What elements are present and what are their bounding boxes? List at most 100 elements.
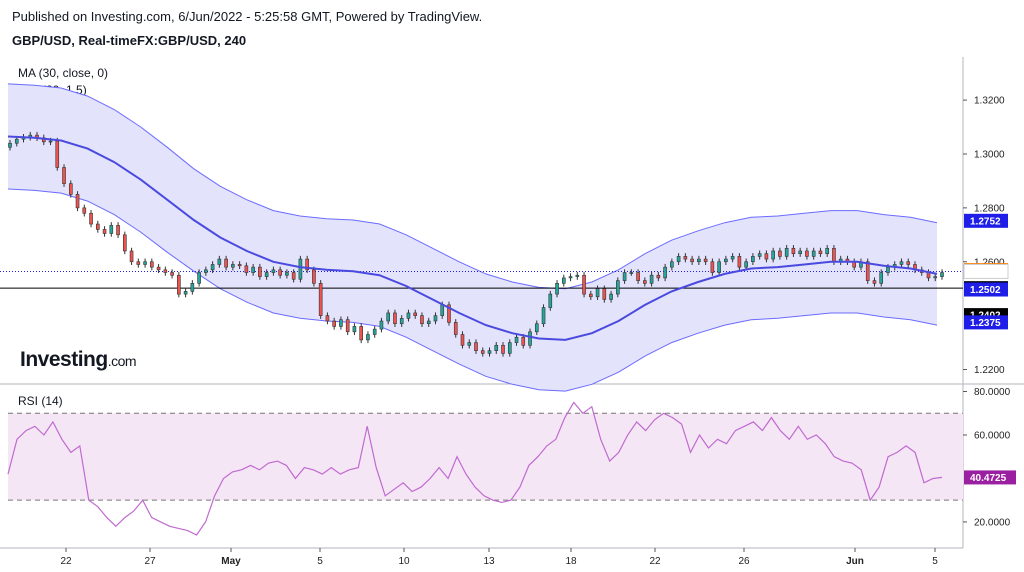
candle xyxy=(413,309,418,319)
candle xyxy=(75,191,80,212)
candle-body xyxy=(8,142,12,148)
candle xyxy=(690,255,694,265)
candle xyxy=(940,269,944,280)
candle xyxy=(710,258,715,276)
candle-body xyxy=(582,274,586,295)
candle xyxy=(204,266,208,276)
candle-body xyxy=(629,272,634,274)
price-tick-label: 1.2200 xyxy=(974,365,1005,376)
candle-body xyxy=(14,138,19,144)
candle-body xyxy=(568,276,573,279)
candle-body xyxy=(190,283,195,292)
candle xyxy=(724,255,728,265)
candle xyxy=(264,269,269,280)
candle-body xyxy=(811,250,816,257)
envelope-band xyxy=(8,83,937,392)
candle-body xyxy=(386,312,391,322)
candle xyxy=(825,245,829,257)
candle xyxy=(271,266,276,276)
candle-body xyxy=(109,225,114,234)
candle-body xyxy=(143,261,147,265)
candle xyxy=(811,247,816,260)
candle-body xyxy=(217,258,222,265)
candle xyxy=(730,253,735,263)
candle-body xyxy=(548,293,553,308)
candle-body xyxy=(616,280,620,295)
candle-body xyxy=(670,261,674,268)
candle-body xyxy=(643,280,647,284)
candle xyxy=(332,317,336,330)
price-badge-label: 1.2752 xyxy=(970,216,1001,227)
candle xyxy=(751,253,755,265)
candle-body xyxy=(163,269,168,273)
candle xyxy=(467,339,472,349)
candle-body xyxy=(413,312,418,316)
candle-body xyxy=(379,320,384,330)
time-tick-label: 5 xyxy=(932,556,938,567)
candle xyxy=(656,271,661,282)
candle xyxy=(737,253,742,271)
candle-body xyxy=(170,272,174,276)
candle-body xyxy=(602,288,607,300)
candle xyxy=(298,255,303,283)
candle-body xyxy=(258,266,262,277)
candle xyxy=(68,180,73,198)
price-badge xyxy=(964,282,1008,297)
candle-body xyxy=(690,258,694,263)
candle-body xyxy=(521,336,526,346)
candle-body xyxy=(231,264,235,268)
candle-body xyxy=(312,269,316,284)
candle xyxy=(494,342,499,354)
candle xyxy=(190,280,195,295)
candle xyxy=(237,261,242,270)
candle xyxy=(170,269,174,279)
rsi-legend[interactable]: RSI (14) xyxy=(18,394,63,408)
ma-line xyxy=(7,135,938,341)
candle xyxy=(197,269,201,287)
candle-body xyxy=(710,261,715,273)
candle-body xyxy=(339,319,343,327)
candle-body xyxy=(271,269,276,273)
candle-body xyxy=(730,256,735,260)
candle xyxy=(109,222,114,237)
candle xyxy=(325,312,330,325)
candle-body xyxy=(75,194,80,209)
time-tick-label: 18 xyxy=(565,556,577,567)
candle xyxy=(453,319,458,338)
candle xyxy=(420,312,424,327)
candle-body xyxy=(757,253,762,257)
candle xyxy=(426,317,431,327)
candle xyxy=(670,258,674,271)
candle-body xyxy=(879,272,884,284)
candle-body xyxy=(589,293,593,298)
candle-body xyxy=(784,247,789,257)
investing-logo: Investing.com xyxy=(20,348,137,372)
candle xyxy=(757,250,762,260)
candle-body xyxy=(406,312,411,319)
candle-body xyxy=(636,272,640,281)
candle xyxy=(318,280,323,319)
candle xyxy=(8,139,12,151)
published-caption: Published on Investing.com, 6/Jun/2022 -… xyxy=(12,9,483,24)
candle xyxy=(609,290,613,303)
candle-body xyxy=(764,253,769,260)
candle xyxy=(528,328,532,349)
candle xyxy=(541,304,546,327)
candle-body xyxy=(197,272,201,284)
candle xyxy=(906,258,911,268)
price-badge-label: 1.2502 xyxy=(970,285,1001,296)
candle-body xyxy=(507,342,512,354)
candle-body xyxy=(697,258,701,263)
candle-body xyxy=(899,261,904,265)
candle xyxy=(305,255,309,274)
ma-legend[interactable]: MA (30, close, 0) xyxy=(18,66,109,80)
candle xyxy=(676,253,681,265)
price-badge xyxy=(964,213,1008,228)
symbol-title: GBP/USD, Real-timeFX:GBP/USD, 240 xyxy=(12,33,247,48)
candle-body xyxy=(906,261,911,265)
candle xyxy=(177,271,181,298)
candle-body xyxy=(177,274,181,295)
rsi-last-label: 40.4725 xyxy=(970,473,1007,484)
envelope-lower-line xyxy=(7,188,938,392)
